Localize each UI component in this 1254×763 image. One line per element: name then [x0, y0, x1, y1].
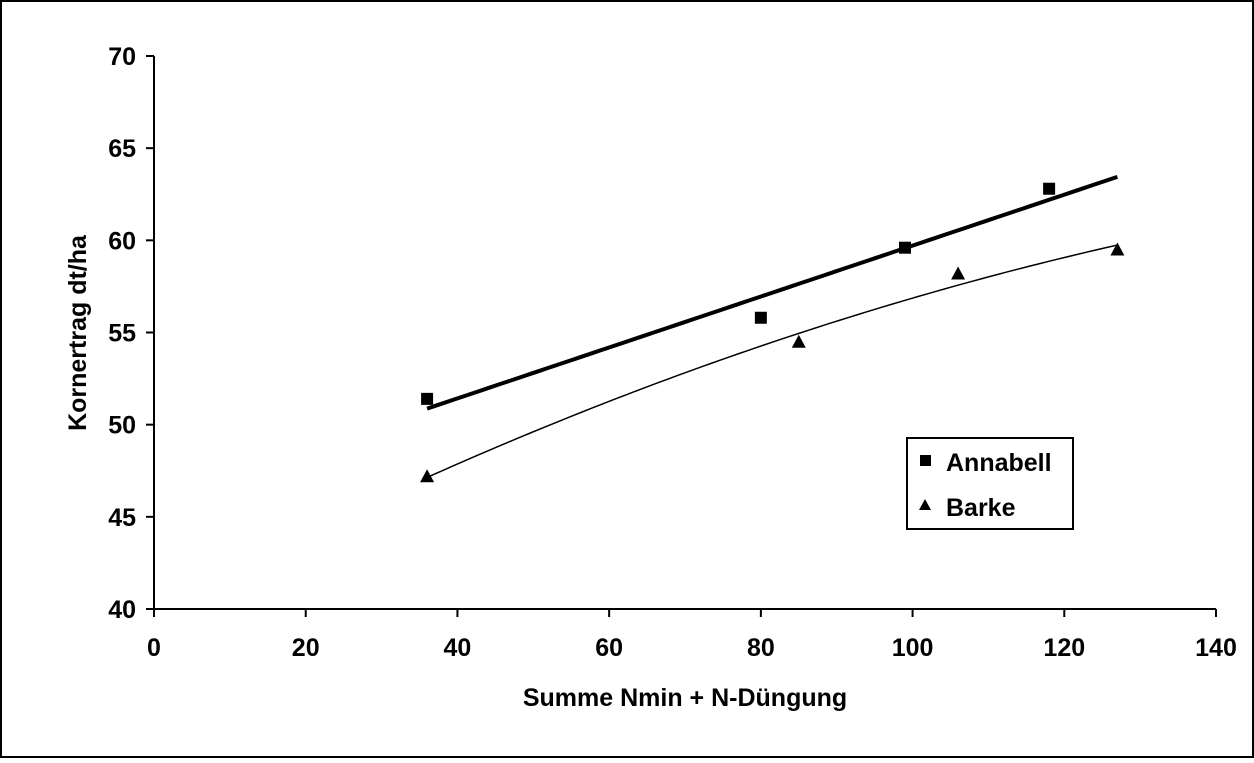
data-point-annabell [421, 392, 434, 405]
data-points [420, 182, 1125, 483]
x-tick-label: 140 [1195, 634, 1237, 662]
x-tick-label: 100 [892, 634, 934, 662]
data-point-annabell [898, 241, 911, 254]
y-axis-label: Kornertrag dt/ha [64, 234, 92, 431]
data-point-barke [791, 334, 806, 348]
y-axis-ticks: 40 45 50 55 60 65 70 [108, 43, 154, 624]
legend-label-annabell: Annabell [946, 449, 1052, 477]
legend-marker-barke [919, 499, 931, 510]
x-tick-label: 120 [1043, 634, 1085, 662]
y-tick-label: 55 [108, 320, 136, 348]
y-tick-label: 40 [108, 596, 136, 624]
data-point-barke [951, 266, 966, 280]
y-tick-label: 70 [108, 43, 136, 71]
trendline-annabell [426, 174, 1119, 411]
x-tick-label: 20 [292, 634, 320, 662]
legend: Annabell Barke [906, 437, 1074, 530]
trendline-barke [426, 244, 1118, 479]
y-tick-label: 60 [108, 227, 136, 255]
data-point-barke [420, 469, 435, 483]
legend-label-barke: Barke [946, 494, 1016, 522]
trendlines [426, 174, 1119, 479]
y-tick-label: 45 [108, 504, 136, 532]
x-tick-label: 40 [444, 634, 472, 662]
legend-marker-annabell [920, 455, 931, 466]
data-point-barke [1110, 242, 1125, 256]
x-tick-label: 80 [747, 634, 775, 662]
y-tick-label: 50 [108, 412, 136, 440]
legend-box [906, 437, 1074, 530]
data-point-annabell [1043, 182, 1056, 195]
x-axis-ticks: 0 20 40 60 80 100 120 140 [147, 609, 1237, 662]
data-point-annabell [754, 311, 767, 324]
x-axis-label: Summe Nmin + N-Düngung [523, 684, 847, 712]
x-tick-label: 0 [147, 634, 161, 662]
y-tick-label: 65 [108, 135, 136, 163]
x-tick-label: 60 [595, 634, 623, 662]
